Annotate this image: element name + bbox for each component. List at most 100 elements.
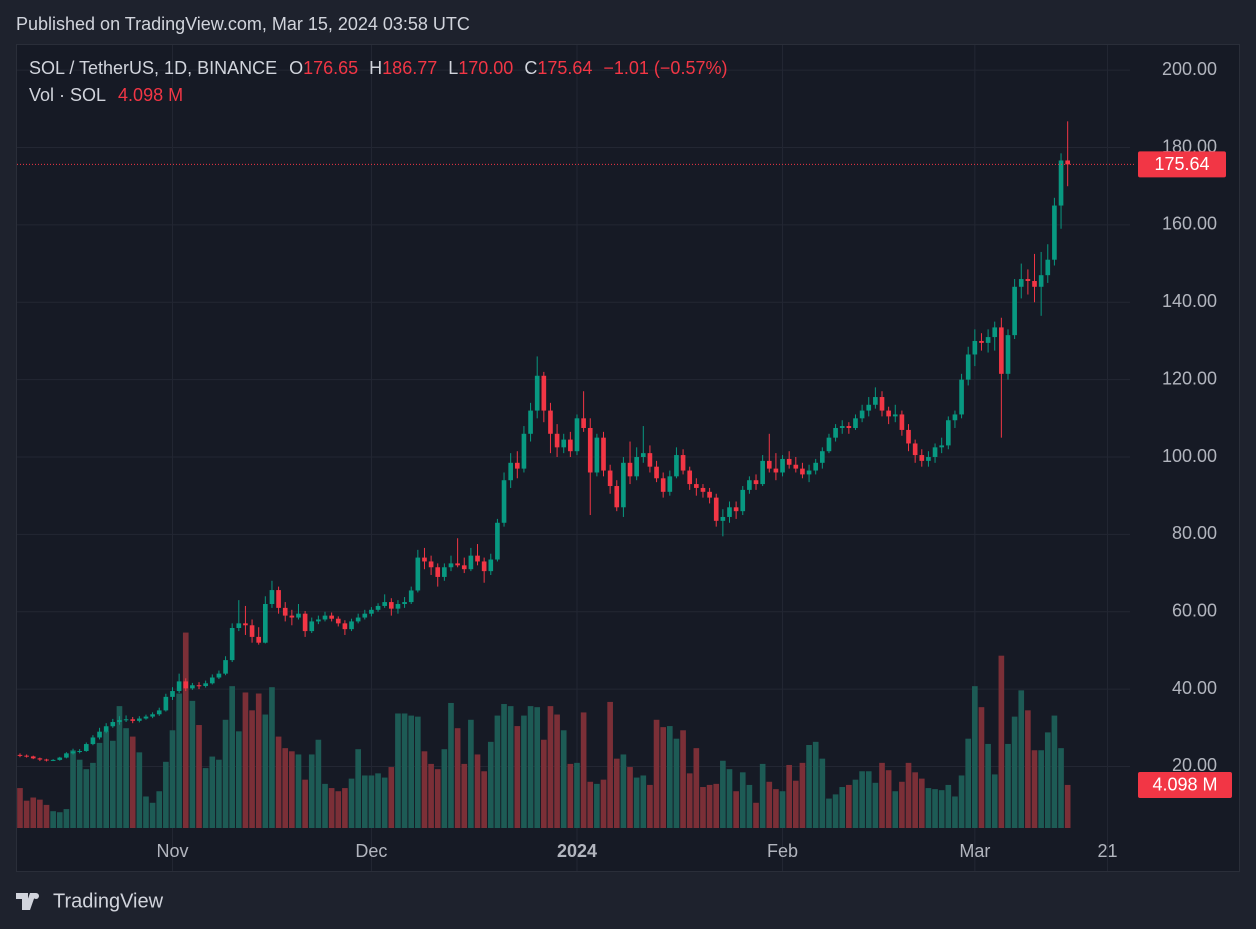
candle-body xyxy=(574,418,580,452)
volume-bar xyxy=(129,736,136,828)
volume-bar xyxy=(335,791,342,828)
candle-body xyxy=(322,615,328,620)
volume-bar xyxy=(375,773,381,828)
candle-body xyxy=(508,462,513,481)
volume-bar xyxy=(554,714,560,828)
volume-bar xyxy=(899,781,905,828)
volume-bar xyxy=(408,715,415,828)
ohlc-value: 176.65 xyxy=(303,58,358,78)
volume-bar xyxy=(1031,750,1038,828)
volume-bar xyxy=(607,701,613,828)
volume-bar xyxy=(1038,750,1044,828)
volume-bar xyxy=(786,764,792,828)
logo-dot xyxy=(33,893,39,899)
volume-bar xyxy=(580,712,587,828)
candle-body xyxy=(634,457,639,477)
volume-bar xyxy=(461,763,468,828)
volume-bar xyxy=(826,798,832,828)
volume-bar xyxy=(726,769,733,828)
volume-bar xyxy=(37,799,43,828)
volume-bar xyxy=(421,751,428,828)
candle-body xyxy=(90,737,96,745)
y-tick-label: 40.00 xyxy=(1172,678,1217,698)
candle-body xyxy=(1005,335,1011,374)
candle-body xyxy=(912,443,918,456)
chart-panel xyxy=(16,44,1240,872)
volume-bar xyxy=(289,751,295,828)
volume-bar xyxy=(720,760,726,828)
volume-bar xyxy=(282,748,289,828)
x-tick-label: Nov xyxy=(156,841,188,861)
symbol-legend: SOL / TetherUS, 1D, BINANCE O176.65 H186.7… xyxy=(29,58,727,78)
candle-body xyxy=(654,466,659,479)
candle-body xyxy=(196,685,202,687)
y-tick-label: 200.00 xyxy=(1162,59,1217,79)
volume-bar xyxy=(872,782,879,828)
candle-body xyxy=(1065,160,1070,165)
candle-body xyxy=(30,756,36,759)
candle-body xyxy=(24,755,29,757)
candle-body xyxy=(760,460,765,485)
candle-body xyxy=(70,751,76,754)
candle-body xyxy=(269,590,275,605)
volume-bar xyxy=(905,762,912,828)
change: −1.01 (−0.57%) xyxy=(603,58,727,78)
volume-bar xyxy=(202,768,209,828)
x-tick-label: 2024 xyxy=(557,841,597,861)
candle-body xyxy=(853,418,858,428)
last-price-label: 175.64 xyxy=(1154,154,1209,174)
candle-body xyxy=(37,758,43,760)
y-tick-label: 160.00 xyxy=(1162,214,1217,234)
volume-bar xyxy=(779,791,786,828)
candle-body xyxy=(780,458,785,473)
volume-bar xyxy=(275,736,282,828)
volume-bar xyxy=(686,773,693,828)
y-tick-label: 60.00 xyxy=(1172,600,1217,620)
volume-bar xyxy=(885,770,892,828)
volume-bar xyxy=(680,730,686,828)
candle-body xyxy=(846,426,852,428)
volume-bar xyxy=(315,739,322,828)
candle-body xyxy=(687,470,693,485)
volume-bar xyxy=(653,719,660,828)
volume-bar xyxy=(846,784,852,828)
volume-bar xyxy=(428,763,434,828)
volume-pane xyxy=(17,632,1071,828)
volume-bar xyxy=(182,632,189,828)
candle-body xyxy=(296,613,301,618)
candle-body xyxy=(806,470,812,475)
volume-bar xyxy=(229,686,235,828)
candle-body xyxy=(329,615,334,619)
volume-bar xyxy=(143,796,149,828)
candle-body xyxy=(316,619,321,622)
volume-bar xyxy=(50,811,56,828)
y-tick-label: 180.00 xyxy=(1162,136,1217,156)
volume-bar xyxy=(799,762,806,828)
candle-body xyxy=(601,437,606,471)
volume-bar xyxy=(673,738,680,828)
candle-body xyxy=(932,447,938,458)
candle-body xyxy=(448,563,454,568)
candle-body xyxy=(985,337,991,343)
volume-bar xyxy=(945,784,952,828)
volume-bar xyxy=(925,788,932,828)
candle-body xyxy=(972,340,978,355)
candle-body xyxy=(183,681,189,689)
volume-bar xyxy=(932,789,938,828)
volume-bar xyxy=(1044,732,1051,828)
candle-body xyxy=(309,621,315,632)
volume-bar xyxy=(938,790,945,828)
candle-body xyxy=(455,563,460,566)
candle-body xyxy=(302,613,308,632)
candle-body xyxy=(402,602,407,605)
candle-body xyxy=(362,613,368,618)
candle-body xyxy=(422,557,427,562)
candle-body xyxy=(335,618,341,624)
volume-bar xyxy=(666,726,673,828)
candle-body xyxy=(753,480,759,485)
ohlc-label: H xyxy=(369,58,382,78)
volume-bar xyxy=(434,769,441,828)
candle-body xyxy=(229,627,235,661)
ohlc-label: O xyxy=(289,58,303,78)
